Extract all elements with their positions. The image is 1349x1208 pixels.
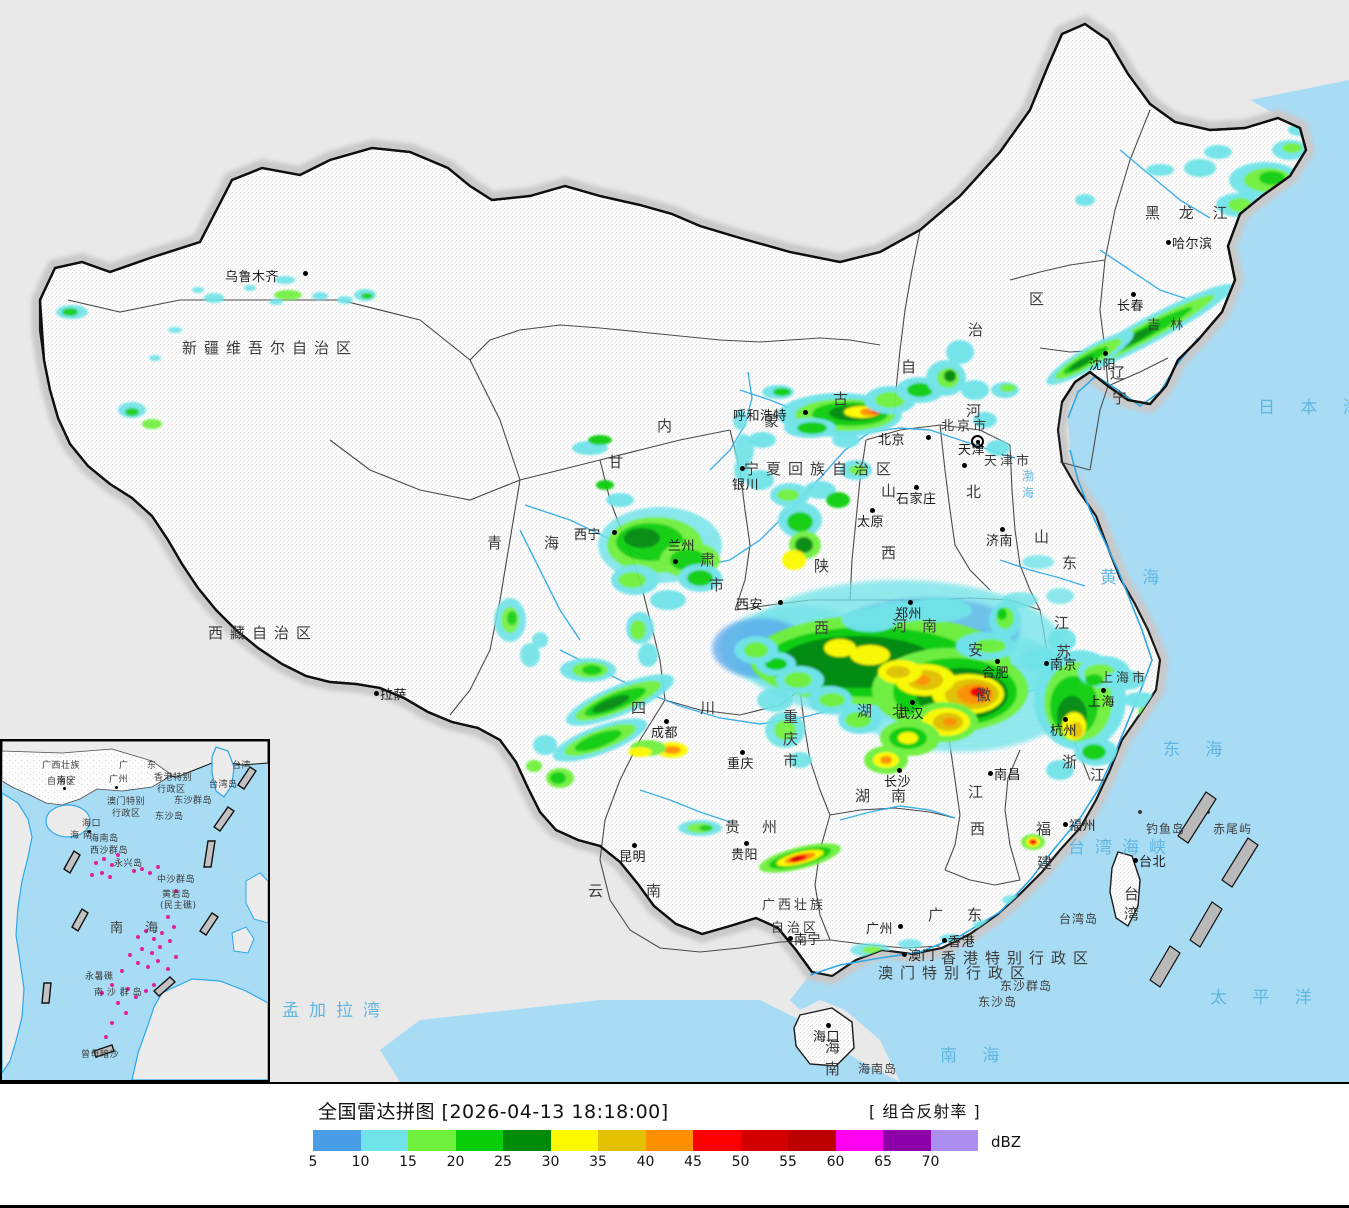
colorbar[interactable] bbox=[313, 1130, 978, 1151]
hainan-island bbox=[793, 1007, 855, 1067]
city-marker bbox=[740, 466, 745, 471]
city-marker bbox=[1131, 292, 1136, 297]
city-marker bbox=[870, 508, 875, 513]
colorbar-tick-30: 30 bbox=[541, 1154, 560, 1170]
colorbar-cell-65[interactable] bbox=[883, 1130, 931, 1151]
colorbar-tick-20: 20 bbox=[446, 1154, 465, 1170]
city-marker bbox=[914, 485, 919, 490]
city-marker bbox=[962, 463, 967, 468]
city-marker bbox=[788, 936, 793, 941]
legend-title: 全国雷达拼图 [2026-04-13 18:18:00] bbox=[318, 1101, 669, 1123]
colorbar-tick-35: 35 bbox=[589, 1154, 607, 1170]
inset-city-marker bbox=[88, 830, 91, 833]
colorbar-cell-55[interactable] bbox=[788, 1130, 836, 1151]
city-marker bbox=[902, 952, 907, 957]
city-marker bbox=[1101, 688, 1106, 693]
city-marker bbox=[1166, 240, 1171, 245]
inset-canvas bbox=[2, 741, 268, 1080]
colorbar-tick-45: 45 bbox=[684, 1154, 702, 1170]
colorbar-cell-50[interactable] bbox=[740, 1130, 788, 1151]
colorbar-unit: dBZ bbox=[991, 1133, 1022, 1151]
inset-city-marker bbox=[63, 787, 66, 790]
city-marker bbox=[632, 843, 637, 848]
city-marker bbox=[897, 768, 902, 773]
colorbar-cell-60[interactable] bbox=[835, 1130, 883, 1151]
colorbar-ticks: 5 10 15 20 25 30 35 40 45 50 55 60 65 70 bbox=[0, 1154, 1349, 1174]
city-marker bbox=[908, 600, 913, 605]
colorbar-cell-70[interactable] bbox=[930, 1130, 978, 1151]
city-marker bbox=[374, 691, 379, 696]
city-marker bbox=[740, 750, 745, 755]
colorbar-tick-65: 65 bbox=[874, 1154, 892, 1170]
colorbar-tick-60: 60 bbox=[826, 1154, 845, 1170]
city-marker bbox=[942, 938, 947, 943]
city-marker bbox=[1044, 661, 1049, 666]
map-panel[interactable]: 新疆维吾尔自治区 西藏自治区青海甘肃市内蒙古自治区黑 龙 江吉 林辽宁河北北京市天… bbox=[0, 0, 1349, 1084]
colorbar-cell-15[interactable] bbox=[408, 1130, 456, 1151]
map-canvas bbox=[31, 14, 1349, 1082]
city-marker bbox=[1103, 351, 1108, 356]
city-marker bbox=[1063, 717, 1068, 722]
national-border bbox=[38, 22, 1308, 973]
city-marker bbox=[803, 410, 808, 415]
colorbar-cell-5[interactable] bbox=[313, 1130, 361, 1151]
boundary-bars bbox=[1149, 791, 1259, 988]
legend-product-label: [ 组合反射率 ] bbox=[869, 1102, 981, 1121]
city-marker bbox=[664, 719, 669, 724]
radar-echo-layer bbox=[56, 124, 1306, 957]
taiwan-island bbox=[1109, 851, 1141, 928]
city-marker bbox=[1000, 527, 1005, 532]
south-china-sea-inset[interactable]: 广西壮族 自治区广东南宁 广州 台湾 香港特别 行政区 台湾岛 澳门特别 行政区 东沙群岛 东沙岛海… bbox=[0, 739, 270, 1082]
colorbar-cell-40[interactable] bbox=[645, 1130, 693, 1151]
city-marker bbox=[303, 271, 308, 276]
city-marker bbox=[910, 700, 915, 705]
city-marker bbox=[898, 924, 903, 929]
city-marker bbox=[995, 659, 1000, 664]
colorbar-tick-5: 5 bbox=[308, 1154, 318, 1170]
colorbar-tick-10: 10 bbox=[351, 1154, 370, 1170]
city-marker bbox=[1133, 858, 1138, 863]
colorbar-cell-35[interactable] bbox=[598, 1130, 646, 1151]
colorbar-cell-30[interactable] bbox=[550, 1130, 598, 1151]
colorbar-cell-10[interactable] bbox=[360, 1130, 408, 1151]
city-marker bbox=[778, 600, 783, 605]
colorbar-cell-20[interactable] bbox=[455, 1130, 503, 1151]
colorbar-tick-55: 55 bbox=[779, 1154, 797, 1170]
colorbar-cell-25[interactable] bbox=[503, 1130, 551, 1151]
inset-city-marker bbox=[115, 786, 118, 789]
colorbar-tick-70: 70 bbox=[921, 1154, 940, 1170]
colorbar-tick-40: 40 bbox=[636, 1154, 655, 1170]
colorbar-tick-25: 25 bbox=[494, 1154, 512, 1170]
city-marker bbox=[988, 771, 993, 776]
city-marker bbox=[612, 530, 617, 535]
city-marker bbox=[744, 841, 749, 846]
colorbar-cell-45[interactable] bbox=[693, 1130, 741, 1151]
city-marker bbox=[826, 1023, 831, 1028]
city-marker bbox=[1063, 822, 1068, 827]
colorbar-tick-15: 15 bbox=[399, 1154, 417, 1170]
city-marker bbox=[673, 559, 678, 564]
capital-marker-icon bbox=[971, 435, 984, 448]
colorbar-tick-50: 50 bbox=[731, 1154, 750, 1170]
city-marker bbox=[926, 435, 931, 440]
